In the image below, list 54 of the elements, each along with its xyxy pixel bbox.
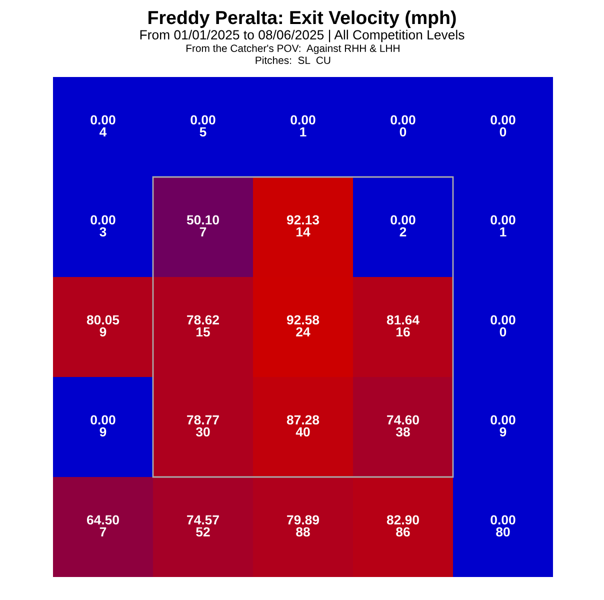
annotation: 2 — [400, 227, 406, 236]
data-label: 81.64 — [386, 315, 420, 325]
annotation: 9 — [500, 427, 506, 437]
annotation: 24 — [296, 327, 310, 336]
annotation: 1 — [300, 127, 306, 136]
chart-subtitle: From 01/01/2025 to 08/06/2025 | All Competition Levels — [140, 30, 464, 42]
data-label: 0.00 — [390, 115, 416, 125]
data-label: 78.62 — [187, 315, 219, 325]
data-label: 79.89 — [287, 515, 320, 525]
annotation: 3 — [100, 227, 106, 237]
annotation: 7 — [100, 527, 106, 536]
data-label: 0.00 — [90, 115, 116, 125]
annotation: 0 — [500, 327, 506, 337]
data-label: 74.60 — [387, 415, 419, 425]
data-label: 0.00 — [90, 415, 116, 425]
annotation: 9 — [100, 427, 106, 437]
data-label: 92.58 — [286, 315, 320, 325]
text: Pitches: SL CU — [256, 56, 330, 64]
annotation: 4 — [100, 127, 107, 136]
data-label: 0.00 — [490, 415, 516, 425]
data-label: 78.77 — [187, 415, 219, 425]
data-label: 0.00 — [490, 315, 516, 325]
chart-title: Freddy Peralta: Exit Velocity (mph) — [148, 10, 456, 28]
annotation: 38 — [396, 427, 410, 437]
annotation: 5 — [200, 127, 206, 137]
annotation: 80 — [496, 527, 510, 537]
data-label: 0.00 — [190, 115, 216, 125]
annotation: 0 — [500, 127, 506, 137]
annotation: 16 — [396, 327, 410, 337]
data-label: 64.50 — [86, 515, 119, 525]
data-label: 0.00 — [490, 115, 516, 125]
text: From the Catcher's POV: Against RHH & LHH — [186, 44, 400, 54]
data-label: 80.05 — [86, 315, 120, 325]
data-label: 92.13 — [286, 215, 320, 225]
data-label: 0.00 — [490, 215, 516, 225]
data-label: 0.00 — [90, 215, 116, 225]
annotation: 88 — [296, 527, 310, 537]
annotation: 86 — [396, 527, 410, 537]
data-label: 82.90 — [386, 515, 419, 525]
annotation: 14 — [296, 227, 310, 236]
data-label: 0.00 — [390, 215, 416, 225]
annotation: 30 — [196, 427, 210, 437]
data-label: 50.10 — [186, 215, 219, 225]
annotation: 15 — [196, 327, 210, 337]
annotation: 1 — [500, 227, 506, 236]
data-label: 74.57 — [187, 515, 219, 525]
annotation: 0 — [400, 127, 406, 137]
annotation: 9 — [100, 327, 106, 337]
data-label: 87.28 — [286, 415, 320, 425]
annotation: 40 — [296, 427, 310, 437]
data-label: 0.00 — [490, 515, 516, 525]
annotation: 52 — [196, 527, 210, 537]
annotation: 7 — [200, 227, 206, 236]
data-label: 0.00 — [290, 115, 316, 125]
